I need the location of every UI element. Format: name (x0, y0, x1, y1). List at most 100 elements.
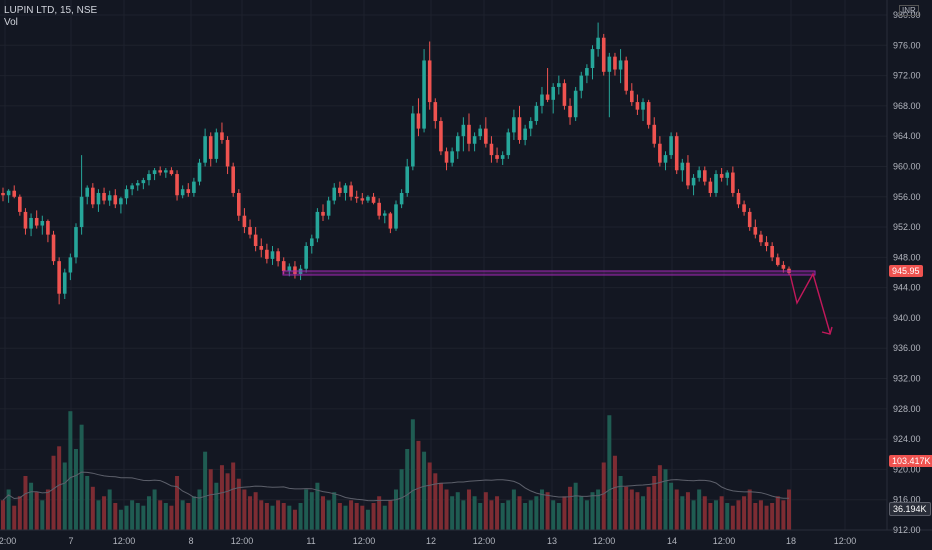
volume-bar (725, 503, 730, 530)
candle-body (764, 242, 769, 246)
volume-bar (562, 496, 567, 530)
price-tick-label: 912.00 (893, 525, 921, 535)
candle-body (141, 180, 146, 184)
candlesticks (1, 22, 791, 305)
volume-bar (365, 509, 370, 530)
time-tick-label: 8 (188, 536, 193, 546)
candle-body (175, 174, 179, 196)
volume-bar (349, 500, 354, 530)
volume-bar (669, 482, 674, 530)
volume-bar (478, 503, 483, 530)
volume-bar (40, 500, 45, 530)
candle-body (34, 217, 39, 226)
candle-body (270, 251, 275, 259)
candle-body (658, 143, 662, 163)
volume-bar (62, 462, 67, 530)
candle-body (57, 261, 61, 294)
candle-body (119, 198, 123, 205)
candle-body (422, 60, 426, 129)
candle-body (652, 124, 657, 144)
volume-bar (332, 492, 337, 530)
volume-bar (596, 489, 601, 530)
candle-body (719, 174, 724, 178)
volume-bar (444, 489, 449, 530)
price-tick-label: 976.00 (893, 40, 921, 50)
volume-bar (214, 482, 219, 530)
candle-body (702, 170, 707, 182)
candle-body (461, 124, 466, 137)
volume-ma-tag: 36.194K (889, 502, 931, 516)
volume-bar (34, 492, 39, 530)
volume-bar (697, 489, 702, 530)
volume-bar (29, 482, 34, 530)
candle-body (248, 227, 252, 235)
candle-body (601, 37, 606, 72)
volume-bar (607, 415, 612, 530)
volume-bar (579, 496, 584, 530)
volume-bar (584, 500, 589, 530)
candle-body (366, 196, 370, 201)
volume-bar (416, 440, 421, 530)
volume-bar (702, 496, 707, 530)
candle-body (259, 245, 264, 250)
price-tick-label: 948.00 (893, 252, 921, 262)
volume-bar (141, 505, 146, 530)
candle-body (180, 189, 185, 196)
candle-body (506, 132, 511, 156)
candle-body (360, 198, 365, 201)
symbol-title[interactable]: LUPIN LTD, 15, NSE (4, 5, 98, 16)
candle-body (225, 139, 230, 167)
volume-bar (495, 496, 500, 530)
volume-bar (68, 411, 73, 530)
candle-body (343, 185, 348, 193)
support-zone[interactable] (282, 270, 816, 276)
time-tick-label: 12:00 (834, 536, 857, 546)
volume-bar (102, 496, 107, 530)
candle-body (107, 195, 112, 201)
candle-body (113, 195, 118, 205)
volume-bar (377, 496, 382, 530)
volume-bar (309, 492, 314, 530)
price-tick-label: 928.00 (893, 404, 921, 414)
volume-bar (410, 419, 415, 530)
time-tick-label: 12:00 (713, 536, 736, 546)
price-axis[interactable]: 980.00976.00972.00968.00964.00960.00956.… (893, 10, 921, 535)
candle-body (663, 155, 668, 163)
volume-bar (539, 489, 544, 530)
volume-bar (130, 500, 135, 530)
symbol-legend[interactable]: LUPIN LTD, 15, NSE Vol (4, 5, 97, 29)
volume-bar (175, 476, 180, 530)
projection-arrow[interactable] (789, 272, 831, 334)
volume-bar (450, 496, 455, 530)
price-tick-label: 952.00 (893, 222, 921, 232)
candle-body (220, 132, 224, 140)
candle-body (399, 192, 404, 205)
candle-body (618, 60, 623, 70)
last-price-tag: 945.95 (889, 265, 923, 277)
volume-bar (635, 492, 640, 530)
volume-bar (259, 500, 264, 530)
candle-body (315, 211, 320, 239)
candle-body (691, 177, 696, 186)
candle-body (332, 187, 337, 201)
candle-body (51, 234, 56, 262)
volume-bar (629, 489, 634, 530)
candle-body (208, 136, 213, 159)
candle-body (725, 172, 730, 178)
candle-body (147, 174, 151, 181)
candle-body (455, 136, 460, 152)
candle-body (96, 192, 101, 205)
time-axis[interactable]: 12:00 7 12:00 8 12:00 11 12:00 12 12:00 13 12:00 14… (0, 536, 856, 546)
candle-body (158, 170, 162, 173)
volume-bar (517, 496, 522, 530)
volume-bar (276, 500, 281, 530)
volume-bar (747, 489, 752, 530)
candle-body (489, 143, 494, 156)
candle-body (736, 192, 741, 205)
volume-bar (674, 489, 679, 530)
volume-bar (624, 486, 629, 530)
volume-bar (45, 489, 50, 530)
volume-bar (646, 486, 651, 530)
volume-label[interactable]: Vol (4, 17, 18, 28)
